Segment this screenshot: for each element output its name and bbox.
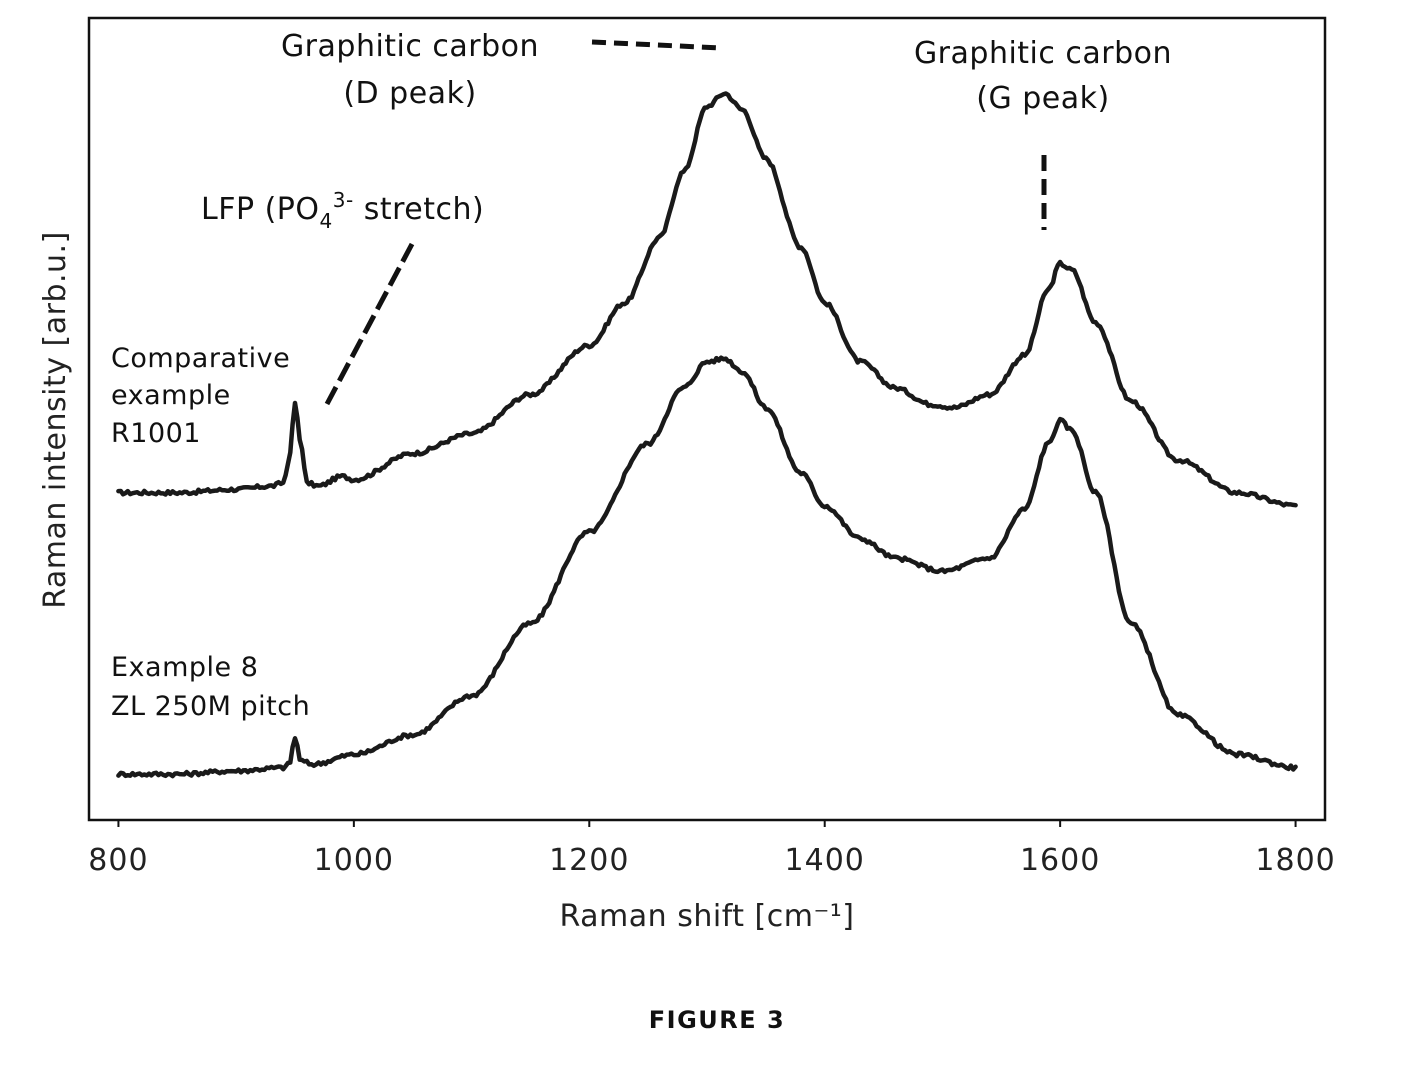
x-axis-label: Raman shift [cm⁻¹] xyxy=(559,899,854,934)
x-axis-ticks xyxy=(117,820,1297,827)
x-axis-tick-labels: 800 1000 1200 1400 1600 1800 xyxy=(88,843,1335,878)
y-axis-label: Raman intensity [arb.u.] xyxy=(38,231,73,609)
x-tick-label-800: 800 xyxy=(88,843,148,878)
x-tick-label-1000: 1000 xyxy=(314,843,394,878)
series-label-comparative-line3: R1001 xyxy=(111,418,201,449)
lfp-annotation-subscript: 4 xyxy=(320,209,333,233)
lfp-annotation-suffix: stretch) xyxy=(354,192,485,227)
x-tick-label-1600: 1600 xyxy=(1020,843,1100,878)
series-label-comparative-line2: example xyxy=(111,380,231,411)
x-tick-label-1400: 1400 xyxy=(785,843,865,878)
figure-caption: FIGURE 3 xyxy=(649,1006,785,1034)
g-peak-annotation-line2: (G peak) xyxy=(976,81,1109,116)
series-label-example8-line2: ZL 250M pitch xyxy=(111,691,310,722)
d-peak-leader-line xyxy=(591,39,723,51)
lfp-annotation-superscript: 3- xyxy=(333,188,354,212)
g-peak-annotation-line1: Graphitic carbon xyxy=(914,36,1172,71)
series-label-example8-line1: Example 8 xyxy=(111,652,258,683)
x-tick-label-1200: 1200 xyxy=(549,843,629,878)
series-line-example-8 xyxy=(116,355,1298,779)
x-tick-label-1800: 1800 xyxy=(1255,843,1335,878)
lfp-leader-line xyxy=(324,242,415,406)
spectra xyxy=(116,91,1298,779)
plot-frame xyxy=(87,16,1327,822)
d-peak-annotation-line1: Graphitic carbon xyxy=(281,29,539,64)
d-peak-annotation-line2: (D peak) xyxy=(343,76,476,111)
series-line-comparative-r1001 xyxy=(116,91,1298,508)
series-label-comparative-line1: Comparative xyxy=(111,343,290,374)
lfp-annotation-prefix: LFP (PO xyxy=(201,192,320,227)
lfp-annotation: LFP (PO43- stretch) xyxy=(201,188,484,233)
